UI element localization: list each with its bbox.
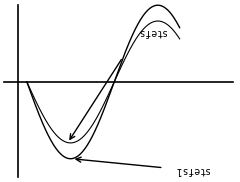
- Text: stefs: stefs: [137, 27, 167, 37]
- Text: stefs1: stefs1: [175, 165, 210, 175]
